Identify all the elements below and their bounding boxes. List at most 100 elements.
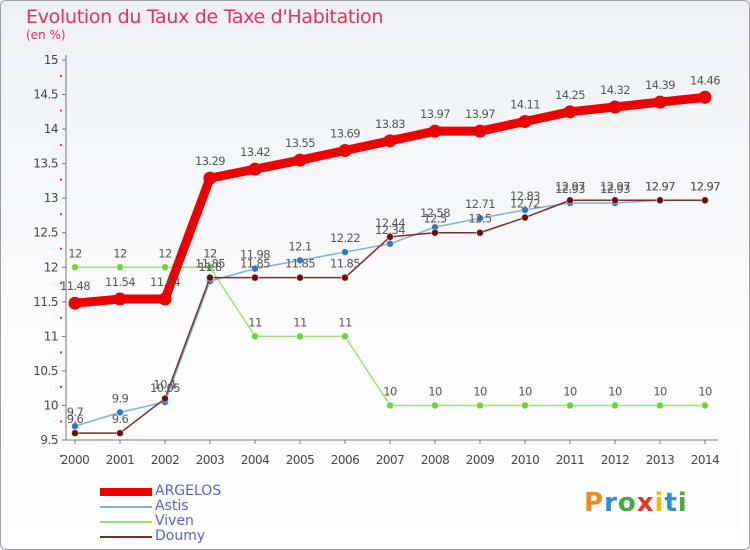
point-doumy: [566, 196, 574, 205]
point-argelos: [68, 296, 82, 310]
data-label-viven: 11: [248, 315, 262, 329]
legend-label-doumy: Doumy: [155, 528, 206, 544]
point-viven: [476, 401, 484, 410]
legend-swatch-doumy: [100, 536, 152, 538]
data-label-doumy: 11.85: [330, 257, 360, 271]
data-label-argelos: 14.25: [555, 88, 585, 102]
legend-swatch-argelos: [100, 488, 152, 496]
y-minor-tick: [60, 385, 62, 388]
point-viven: [566, 401, 574, 410]
logo-letter: i: [654, 488, 665, 518]
logo-letter: o: [617, 488, 637, 518]
data-label-viven: 12: [158, 246, 172, 260]
data-label-astis: 10.05: [150, 381, 180, 395]
data-label-viven: 10: [428, 384, 442, 398]
point-argelos: [698, 90, 712, 104]
x-tick-label: 2002: [151, 453, 180, 467]
point-viven: [341, 332, 349, 341]
y-minor-tick: [60, 282, 62, 285]
data-label-astis: 12.34: [375, 223, 405, 237]
point-argelos: [113, 292, 127, 306]
chart-subtitle: (en %): [26, 28, 66, 42]
data-label-viven: 12: [203, 246, 217, 260]
y-tick-label: 13: [44, 191, 58, 205]
point-doumy: [161, 394, 169, 403]
point-argelos: [293, 153, 307, 167]
data-label-astis: 12.22: [330, 231, 360, 245]
x-tick-label: 2012: [601, 453, 630, 467]
x-tick-label: 2014: [691, 453, 720, 467]
y-tick-label: 10.5: [33, 364, 58, 378]
data-label-doumy: 12.44: [375, 216, 405, 230]
legend-item-argelos: ARGELOS: [100, 483, 300, 499]
point-doumy: [341, 273, 349, 282]
data-label-viven: 12: [113, 246, 127, 260]
data-label-astis: 12.71: [465, 197, 495, 211]
proxiti-logo: Proxiti: [584, 488, 688, 518]
point-argelos: [563, 105, 577, 119]
data-label-argelos: 13.42: [240, 145, 270, 159]
data-label-viven: 10: [698, 384, 712, 398]
data-label-viven: 12: [68, 246, 82, 260]
x-tick-label: 2011: [556, 453, 585, 467]
legend-swatch-viven: [100, 521, 152, 523]
logo-letter: x: [636, 488, 655, 518]
logo-letter: t: [664, 488, 678, 518]
point-viven: [521, 401, 529, 410]
point-astis: [341, 248, 349, 256]
legend-label-astis: Astis: [155, 498, 189, 514]
point-doumy: [116, 429, 124, 437]
x-tick-label: 2008: [421, 453, 450, 467]
point-viven: [701, 401, 709, 410]
y-minor-tick: [60, 178, 62, 181]
y-minor-tick: [60, 75, 62, 77]
data-label-doumy: 11.85: [195, 257, 225, 271]
data-label-argelos: 14.11: [510, 97, 540, 111]
y-tick-label: 11.5: [33, 295, 58, 309]
point-astis: [251, 264, 259, 273]
data-label-astis: 11.8: [198, 260, 221, 274]
data-label-argelos: 11.54: [105, 275, 135, 289]
data-label-astis: 12.97: [645, 179, 675, 193]
series-layer: [68, 90, 712, 437]
y-tick-label: 10: [44, 398, 58, 412]
chart-title: Evolution du Taux de Taxe d'Habitation: [26, 6, 384, 28]
data-label-astis: 12.1: [288, 239, 311, 253]
y-tick-label: 14.5: [33, 88, 58, 102]
data-label-argelos: 13.83: [375, 117, 405, 131]
point-doumy: [206, 273, 214, 282]
data-label-argelos: 11.48: [60, 279, 90, 293]
data-label-viven: 10: [518, 384, 532, 398]
point-doumy: [431, 228, 439, 237]
point-argelos: [203, 171, 217, 185]
x-tick-label: 2004: [241, 453, 270, 467]
point-doumy: [656, 196, 664, 205]
x-tick-label: 2006: [331, 453, 360, 467]
data-label-doumy: 12.5: [468, 212, 491, 226]
point-viven: [251, 332, 259, 341]
data-label-doumy: 10.1: [153, 378, 176, 392]
point-astis: [521, 206, 529, 214]
data-label-doumy: 12.97: [555, 179, 585, 193]
data-label-argelos: 13.69: [330, 127, 360, 141]
legend-item-astis: Astis: [100, 498, 300, 514]
x-tick-label: 2010: [511, 453, 540, 467]
point-astis: [296, 256, 304, 265]
point-astis: [476, 214, 484, 223]
data-label-viven: 11: [338, 315, 352, 329]
legend-item-doumy: Doumy: [100, 528, 300, 544]
data-label-viven: 10: [383, 384, 397, 398]
point-doumy: [296, 273, 304, 282]
point-viven: [296, 332, 304, 341]
x-tick-label: 2003: [196, 453, 225, 467]
point-doumy: [611, 196, 619, 205]
data-label-argelos: 14.32: [600, 83, 630, 97]
y-tick-label: 14: [44, 122, 58, 136]
x-tick-label: 2005: [286, 453, 315, 467]
data-label-viven: 10: [563, 384, 577, 398]
data-label-astis: 12.93: [555, 182, 585, 196]
data-label-argelos: 13.55: [285, 136, 315, 150]
data-label-viven: 10: [473, 384, 487, 398]
point-argelos: [653, 95, 667, 109]
